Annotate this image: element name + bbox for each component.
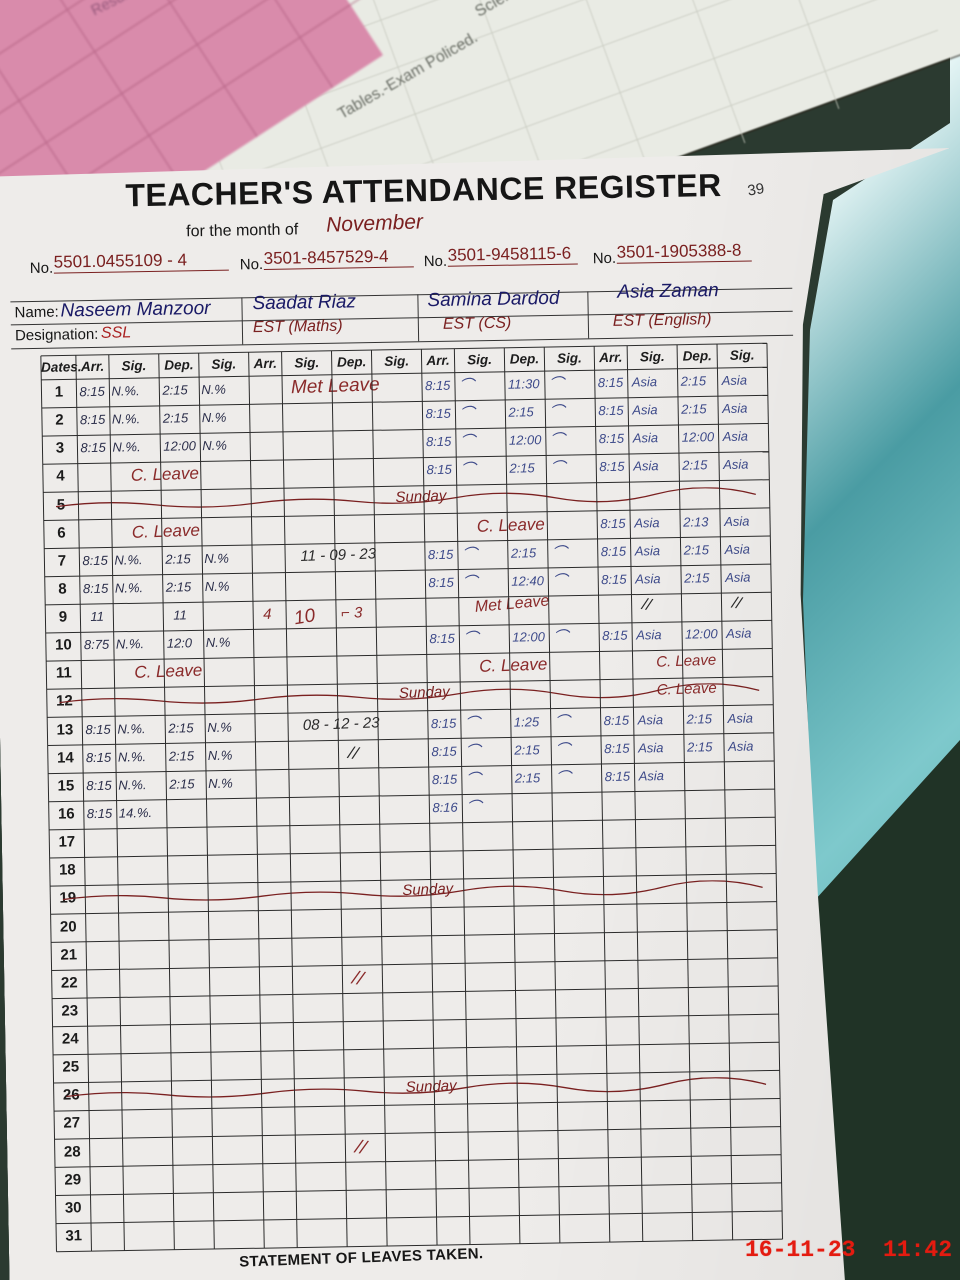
svg-text:Result: Result	[88, 0, 134, 19]
svg-text:Science: Science	[472, 0, 530, 20]
